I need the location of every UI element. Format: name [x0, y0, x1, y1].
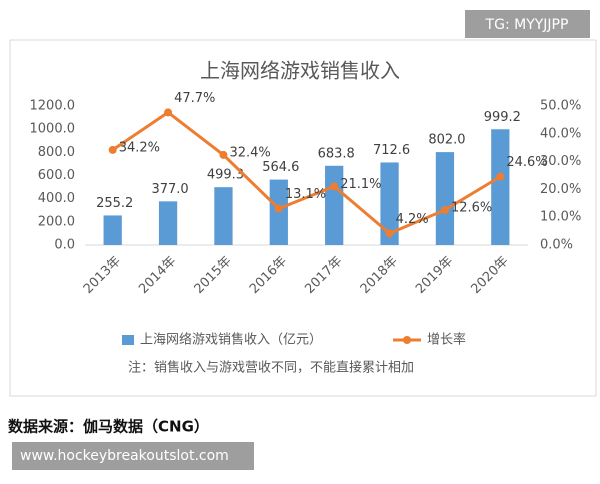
legend-label: 上海网络游戏销售收入（亿元） [140, 332, 322, 348]
data-label: 21.1% [340, 177, 381, 192]
source: 数据来源：伽马数据（CNG） [8, 418, 209, 436]
y2-tick-label: 30.0% [540, 154, 581, 169]
data-label: 47.7% [174, 91, 215, 106]
y-tick-label: 0.0 [54, 238, 75, 253]
y-tick-label: 1200.0 [30, 99, 76, 114]
bar [214, 187, 233, 245]
data-label: 12.6% [451, 200, 492, 215]
footer: www.hockeybreakoutslot.com [20, 448, 229, 464]
line-point [108, 145, 117, 154]
data-label: 32.4% [229, 145, 270, 160]
line [111, 110, 502, 236]
bar [325, 165, 344, 245]
legend-icon [403, 336, 411, 344]
footer-box [12, 442, 254, 470]
y2-tick-label: 50.0% [540, 99, 581, 114]
data-label: 24.6% [506, 155, 547, 170]
y2-tick-label: 0.0% [540, 238, 573, 253]
legend-icon [122, 335, 134, 345]
data-label: 802.0 [428, 133, 465, 148]
y-tick-label: 400.0 [38, 191, 75, 206]
data-label: 13.1% [285, 187, 326, 202]
chart-title: 上海网络游戏销售收入 [200, 59, 400, 83]
data-label: 999.2 [484, 110, 521, 125]
data-label: 4.2% [396, 212, 429, 227]
line-point [219, 150, 228, 159]
line-point [330, 182, 339, 191]
y-tick-label: 800.0 [38, 145, 75, 160]
line-point [440, 205, 449, 214]
y-tick-label: 200.0 [38, 214, 75, 229]
line-point [164, 108, 173, 117]
bar [491, 129, 510, 245]
data-label: 564.6 [262, 160, 299, 175]
y2-tick-label: 20.0% [540, 182, 581, 197]
watermark: TG: MYYJJPP [485, 17, 569, 33]
y-tick-label: 600.0 [38, 168, 75, 183]
data-label: 499.3 [207, 168, 244, 183]
bar [380, 162, 399, 245]
note: 注：销售收入与游戏营收不同，不能直接累计相加 [128, 360, 414, 376]
legend-label: 增长率 [427, 332, 466, 348]
data-label: 683.8 [318, 146, 355, 161]
data-label: 712.6 [373, 143, 410, 158]
bar [103, 215, 122, 245]
y-tick-label: 1000.0 [30, 122, 76, 137]
line-point [496, 172, 505, 181]
watermark-box [465, 10, 590, 38]
y2-tick-label: 40.0% [540, 126, 581, 141]
line-point [385, 229, 394, 238]
bar [435, 152, 455, 245]
y2-tick-label: 10.0% [540, 210, 581, 225]
bar [158, 201, 178, 245]
line-point [274, 204, 283, 213]
data-label: 377.0 [151, 182, 188, 197]
data-label: 34.2% [119, 140, 160, 155]
data-label: 255.2 [96, 196, 133, 211]
